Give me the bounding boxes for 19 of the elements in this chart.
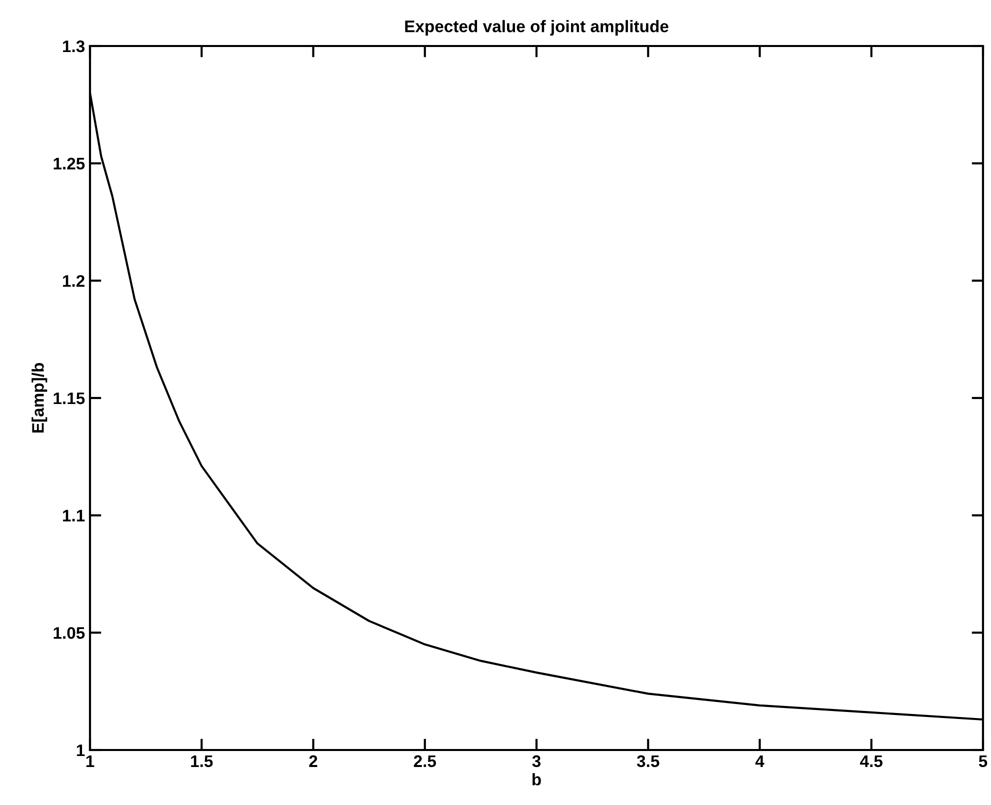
chart-title: Expected value of joint amplitude — [405, 20, 668, 36]
x-tick-label: 2 — [309, 755, 318, 767]
x-tick-label: 5 — [978, 755, 988, 768]
x-tick-label: 3.5 — [636, 755, 660, 768]
x-axis-title: b — [532, 773, 541, 786]
x-tick-label: 4 — [755, 755, 764, 767]
y-axis-title: E[amp]/b — [32, 363, 48, 433]
x-tick-label: 1.5 — [191, 755, 213, 768]
y-tick-label: 1 — [76, 744, 85, 756]
y-tick-label: 1.15 — [54, 392, 85, 404]
y-tick-label: 1.3 — [63, 40, 85, 52]
x-tick-label: 1 — [86, 755, 94, 767]
x-tick-label: 4.5 — [860, 755, 882, 768]
y-tick-label: 1.25 — [54, 158, 85, 170]
x-tick-label: 2.5 — [414, 755, 436, 768]
y-tick-label: 1.1 — [63, 510, 85, 522]
x-tick-label: 3 — [532, 755, 541, 768]
y-tick-label: 1.2 — [63, 275, 84, 287]
y-tick-label: 1.05 — [54, 627, 85, 639]
